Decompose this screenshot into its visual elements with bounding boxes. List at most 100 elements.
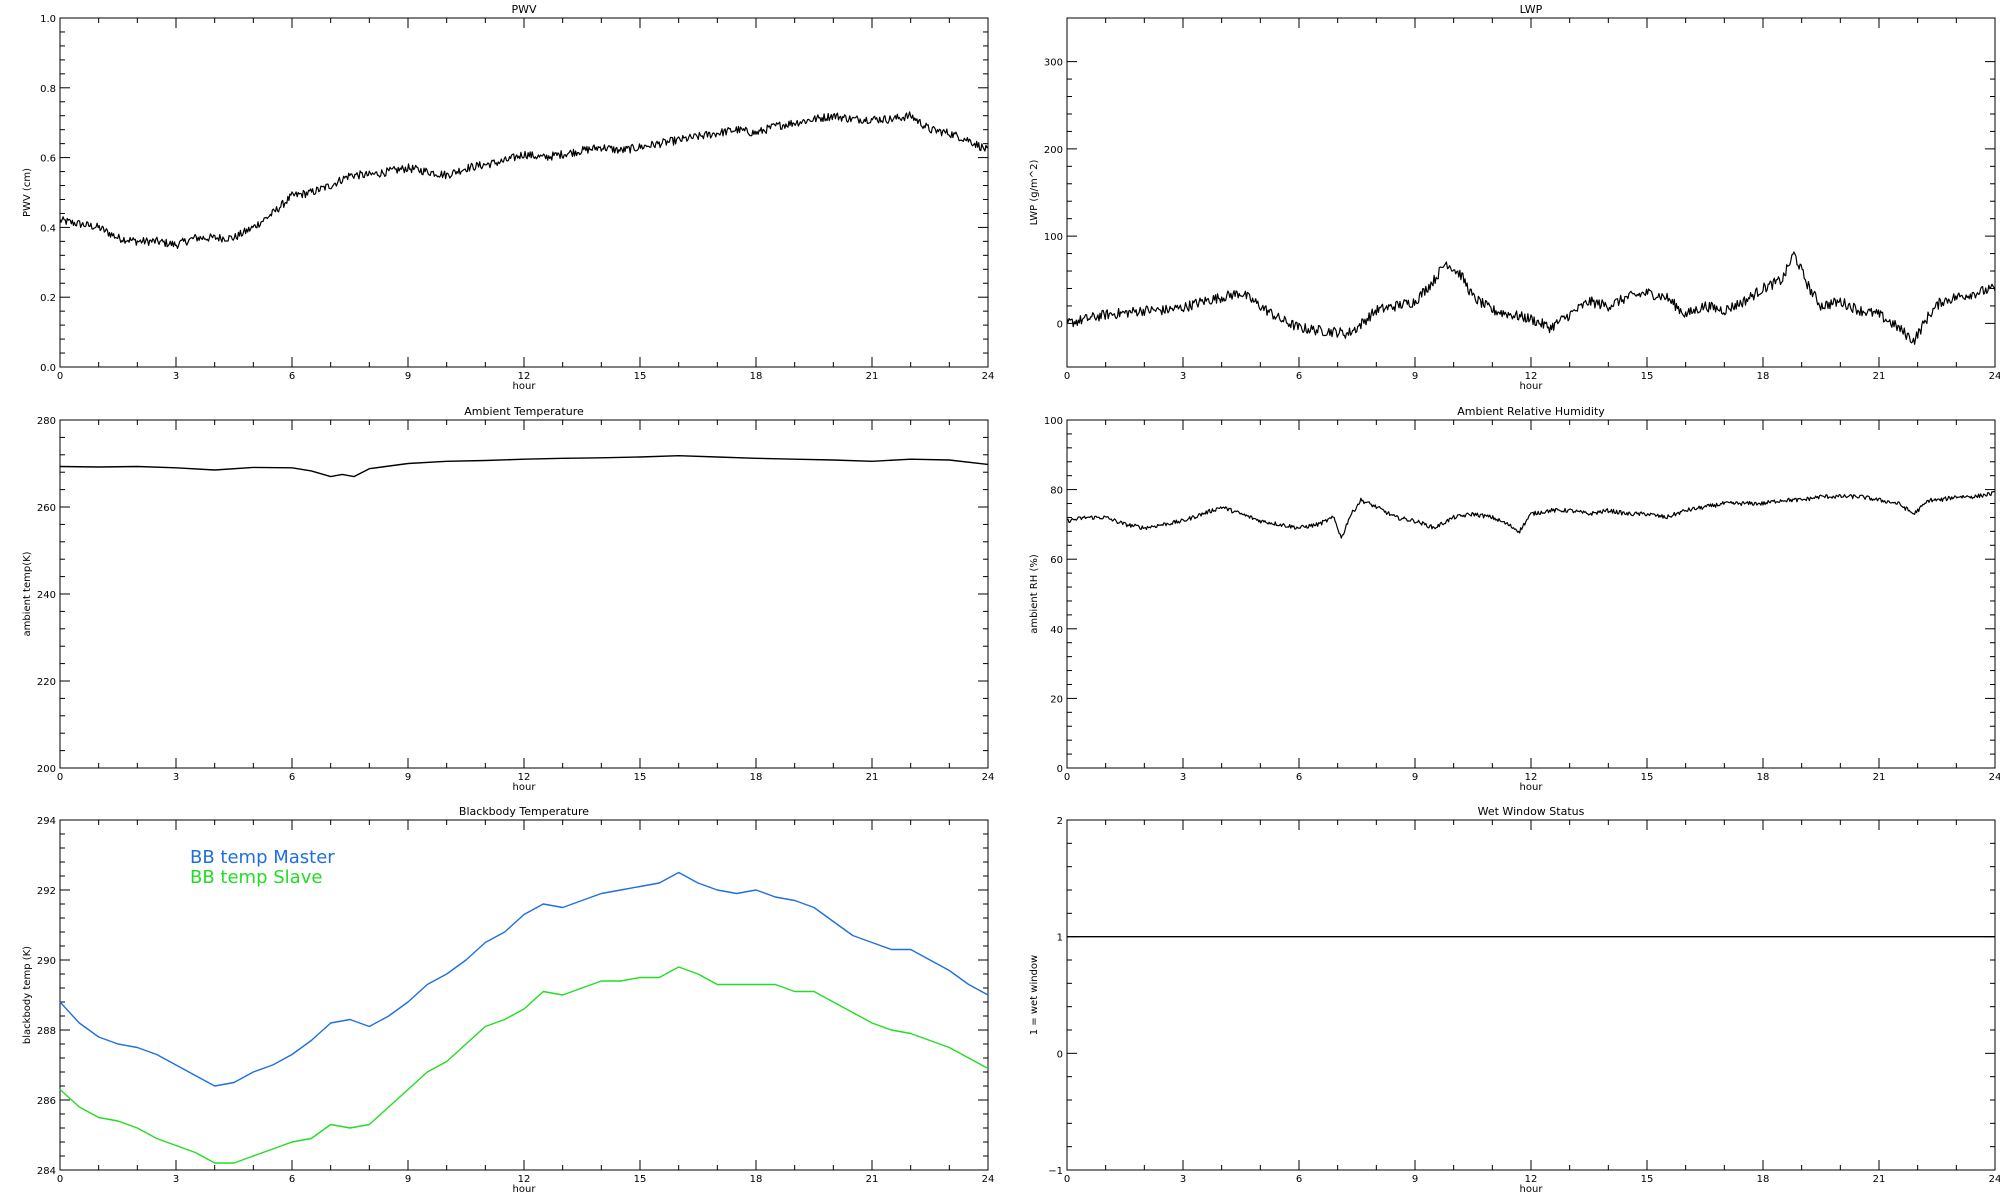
- y-axis-label: ambient temp(K): [22, 551, 33, 636]
- y-tick-label: 0: [1057, 319, 1063, 330]
- x-tick-label: 3: [1180, 371, 1186, 382]
- x-tick-label: 3: [173, 772, 179, 783]
- y-tick-label: 60: [1050, 555, 1063, 566]
- chart-title: Wet Window Status: [1478, 805, 1585, 818]
- x-tick-label: 15: [634, 371, 647, 382]
- x-tick-label: 18: [1757, 1174, 1770, 1185]
- y-tick-label: 260: [37, 503, 56, 514]
- x-tick-label: 15: [1641, 371, 1654, 382]
- x-tick-label: 21: [866, 1174, 879, 1185]
- x-axis-label: hour: [1520, 782, 1544, 793]
- chart-pwv: PWV 0 3 6 9 12 15 18 21 24 hour 0.0 0.2 0.4 0.6 0.8 1.0 P…: [22, 3, 994, 392]
- y-tick-label: 100: [1044, 232, 1063, 243]
- x-tick-label: 18: [1757, 371, 1770, 382]
- x-tick-label: 0: [1064, 772, 1070, 783]
- y-tick-label: −1: [1048, 1166, 1063, 1177]
- x-tick-label: 24: [1989, 371, 2000, 382]
- x-tick-label: 9: [1412, 371, 1418, 382]
- y-axis-label: blackbody temp (K): [22, 946, 33, 1044]
- x-tick-label: 24: [982, 1174, 995, 1185]
- x-tick-label: 3: [1180, 772, 1186, 783]
- y-tick-label: 20: [1050, 694, 1063, 705]
- x-tick-label: 21: [1873, 772, 1886, 783]
- y-tick-label: 0.4: [40, 223, 56, 234]
- y-axis-label: 1 = wet window: [1029, 955, 1040, 1035]
- x-tick-label: 24: [982, 772, 995, 783]
- x-tick-label: 3: [1180, 1174, 1186, 1185]
- y-tick-label: 220: [37, 677, 56, 688]
- chart-lwp: LWP 0 3 6 9 12 15 18 21 24 hour 0 100 200 300 LWP (g/m^…: [1029, 3, 2000, 392]
- y-tick-label: 290: [37, 956, 56, 967]
- x-tick-label: 18: [750, 772, 763, 783]
- series-line: [59, 111, 989, 249]
- y-tick-label: 200: [37, 764, 56, 775]
- y-tick-label: 286: [37, 1096, 56, 1107]
- chart-blackbody_temp: Blackbody Temperature 0 3 6 9 12 15 18 21 24 hour 2…: [22, 805, 994, 1195]
- x-tick-label: 18: [1757, 772, 1770, 783]
- plot-frame: [59, 419, 989, 769]
- x-tick-label: 3: [173, 1174, 179, 1185]
- x-tick-label: 12: [518, 371, 531, 382]
- y-tick-label: 1: [1057, 933, 1063, 944]
- x-tick-label: 9: [405, 1174, 411, 1185]
- y-tick-label: 284: [37, 1166, 56, 1177]
- x-tick-label: 6: [1296, 772, 1302, 783]
- plot-frame: [1066, 819, 1996, 1171]
- x-tick-label: 21: [1873, 1174, 1886, 1185]
- x-tick-label: 15: [634, 772, 647, 783]
- series-line-bb-temp-slave: [59, 966, 989, 1164]
- x-tick-label: 6: [1296, 1174, 1302, 1185]
- x-tick-label: 9: [1412, 772, 1418, 783]
- x-tick-label: 21: [1873, 371, 1886, 382]
- series-line: [59, 455, 989, 478]
- x-axis-label: hour: [1520, 1184, 1544, 1195]
- y-tick-label: 0.2: [40, 293, 56, 304]
- y-tick-label: 40: [1050, 625, 1063, 636]
- x-tick-label: 12: [518, 1174, 531, 1185]
- y-tick-label: 294: [37, 816, 56, 827]
- series-line: [1066, 251, 1996, 345]
- y-tick-label: 240: [37, 590, 56, 601]
- chart-title: Blackbody Temperature: [459, 805, 589, 818]
- x-tick-label: 9: [405, 371, 411, 382]
- x-tick-label: 0: [57, 1174, 63, 1185]
- y-tick-label: 288: [37, 1026, 56, 1037]
- x-axis-label: hour: [513, 782, 537, 793]
- y-tick-label: 200: [1044, 145, 1063, 156]
- x-tick-label: 18: [750, 1174, 763, 1185]
- chart-ambient_temp: Ambient Temperature 0 3 6 9 12 15 18 21 24 hour 200…: [22, 405, 994, 793]
- x-tick-label: 15: [634, 1174, 647, 1185]
- y-tick-label: 80: [1050, 486, 1063, 497]
- chart-title: PWV: [511, 3, 537, 16]
- x-tick-label: 0: [57, 772, 63, 783]
- x-tick-label: 12: [518, 772, 531, 783]
- y-tick-label: 0: [1057, 1049, 1063, 1060]
- x-tick-label: 15: [1641, 1174, 1654, 1185]
- chart-title: Ambient Relative Humidity: [1457, 405, 1605, 418]
- y-tick-label: 0.6: [40, 154, 56, 165]
- chart-title: Ambient Temperature: [464, 405, 584, 418]
- y-tick-label: 292: [37, 886, 56, 897]
- y-tick-label: 0: [1057, 764, 1063, 775]
- x-tick-label: 24: [1989, 1174, 2000, 1185]
- y-axis-label: LWP (g/m^2): [1029, 160, 1040, 226]
- y-tick-label: 0.0: [40, 363, 56, 374]
- y-tick-label: 0.8: [40, 84, 56, 95]
- x-tick-label: 18: [750, 371, 763, 382]
- y-tick-label: 300: [1044, 58, 1063, 69]
- x-tick-label: 3: [173, 371, 179, 382]
- x-tick-label: 9: [405, 772, 411, 783]
- x-tick-label: 15: [1641, 772, 1654, 783]
- x-tick-label: 0: [1064, 371, 1070, 382]
- y-axis-label: PWV (cm): [22, 168, 33, 217]
- x-tick-label: 12: [1525, 1174, 1538, 1185]
- x-tick-label: 12: [1525, 371, 1538, 382]
- plot-frame: [1066, 419, 1996, 769]
- x-axis-label: hour: [513, 381, 537, 392]
- y-tick-label: 100: [1044, 416, 1063, 427]
- legend-entry: BB temp Master: [190, 847, 335, 868]
- x-tick-label: 9: [1412, 1174, 1418, 1185]
- x-tick-label: 12: [1525, 772, 1538, 783]
